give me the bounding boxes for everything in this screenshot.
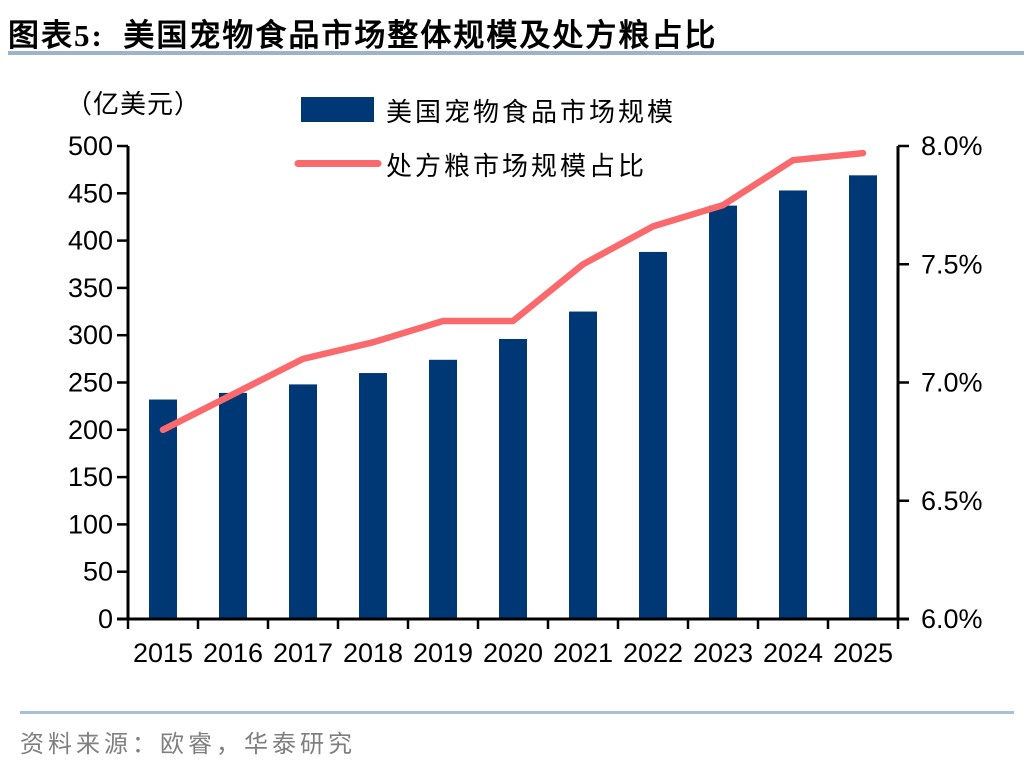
- left-tick-label: 300: [68, 320, 113, 350]
- x-category-label: 2021: [553, 638, 613, 668]
- figure-title: 图表5: 美国宠物食品市场整体规模及处方粮占比: [8, 18, 718, 53]
- bar-2016: [219, 392, 247, 619]
- right-tick-label: 7.5%: [921, 249, 983, 279]
- left-tick-label: 200: [68, 415, 113, 445]
- bar-2015: [149, 399, 177, 619]
- x-category-label: 2016: [203, 638, 263, 668]
- right-tick-label: 6.0%: [921, 604, 983, 634]
- left-tick-label: 500: [68, 131, 113, 161]
- x-category-label: 2015: [133, 638, 193, 668]
- x-category-label: 2022: [623, 638, 683, 668]
- x-category-label: 2019: [413, 638, 473, 668]
- bar-2018: [359, 373, 387, 619]
- x-category-label: 2017: [273, 638, 333, 668]
- x-category-label: 2023: [693, 638, 753, 668]
- left-tick-label: 450: [68, 178, 113, 208]
- chart-area: 美国宠物食品市场规模 处方粮市场规模占比 （亿美元） 0 50 100 150 200 250 3…: [0, 60, 1036, 710]
- left-tick-label: 250: [68, 368, 113, 398]
- left-tick-label: 0: [98, 604, 113, 634]
- x-category-label: 2025: [833, 638, 893, 668]
- x-category-label: 2020: [483, 638, 543, 668]
- bar-2025: [849, 175, 877, 620]
- trend-line: [159, 149, 867, 434]
- x-category-label: 2024: [763, 638, 823, 668]
- bar-2022: [639, 251, 667, 619]
- legend-bar-label: 美国宠物食品市场规模: [386, 98, 676, 127]
- left-tick-label: 150: [68, 462, 113, 492]
- bar-2017: [289, 384, 317, 619]
- bar-2019: [429, 359, 457, 619]
- left-tick-label: 400: [68, 226, 113, 256]
- right-tick-label: 8.0%: [921, 131, 983, 161]
- bar-2020: [499, 338, 527, 619]
- source-note: 资料来源：欧睿，华泰研究: [20, 732, 356, 758]
- left-tick-label: 50: [83, 557, 113, 587]
- title-underline: [8, 51, 1024, 55]
- right-tick-label: 7.0%: [921, 368, 983, 398]
- legend-line-label: 处方粮市场规模占比: [386, 152, 647, 181]
- bar-2023: [709, 205, 737, 619]
- legend-bar-swatch: [301, 97, 374, 122]
- x-category-label: 2018: [343, 638, 403, 668]
- left-axis-unit-label: （亿美元）: [66, 90, 201, 119]
- left-tick-label: 100: [68, 509, 113, 539]
- bar-2024: [779, 190, 807, 619]
- right-tick-label: 6.5%: [921, 486, 983, 516]
- bar-2021: [569, 311, 597, 619]
- left-tick-label: 350: [68, 273, 113, 303]
- footer-divider: [20, 711, 1014, 714]
